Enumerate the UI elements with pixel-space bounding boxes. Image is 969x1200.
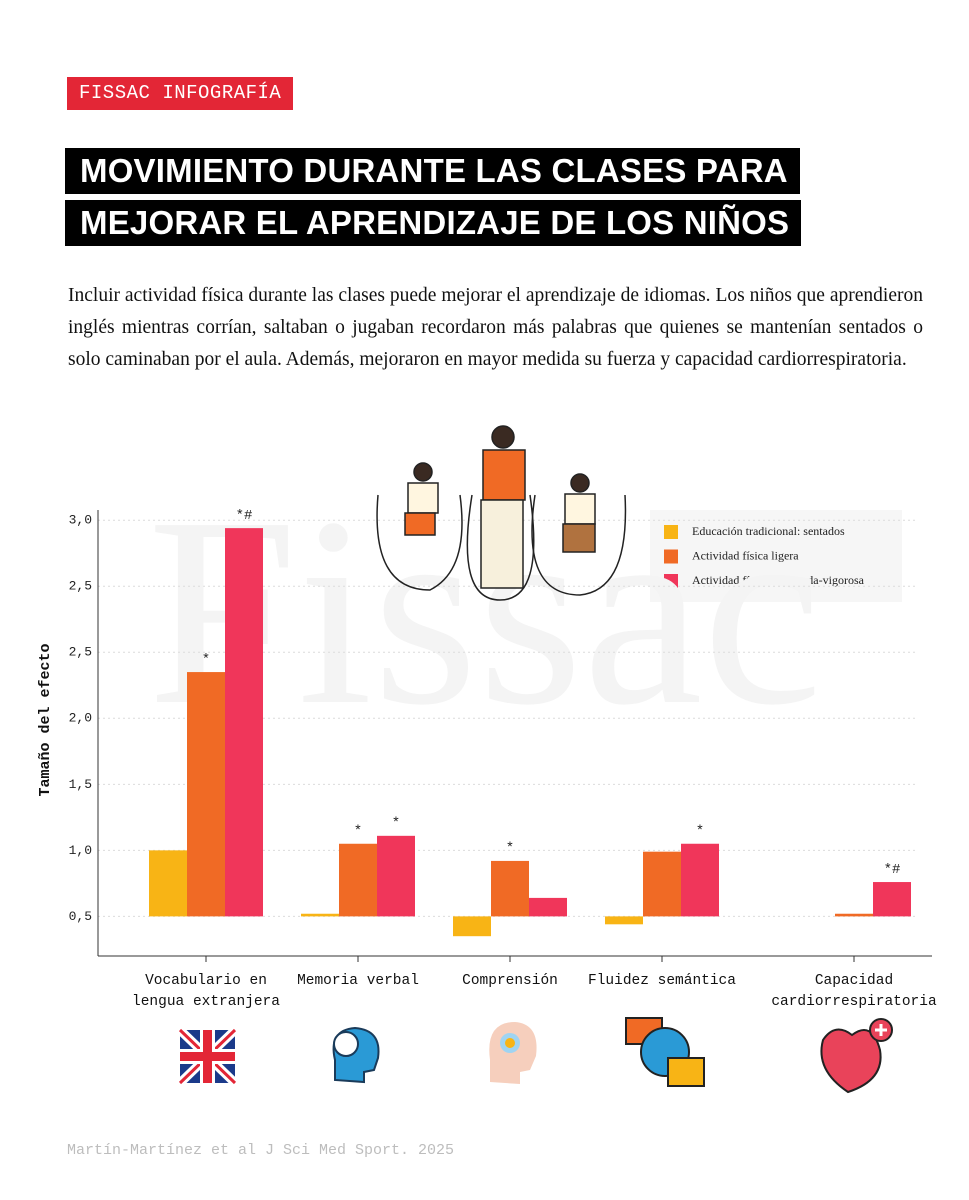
bar xyxy=(377,835,415,917)
y-tick-label: 2,5 xyxy=(69,579,92,594)
legend-label: Educación tradicional: sentados xyxy=(692,524,845,538)
y-tick-label: 2,0 xyxy=(69,711,92,726)
source: Martín-Martínez et al J Sci Med Sport. 2… xyxy=(67,1142,455,1159)
bar xyxy=(529,897,567,917)
x-tick-label: Comprensión xyxy=(462,973,558,989)
x-tick-label: Vocabulario en lengua extranjera xyxy=(132,973,280,1010)
bar xyxy=(187,672,225,917)
tag: FISSAC INFOGRAFÍA xyxy=(67,77,294,110)
bar-annotation: * xyxy=(354,823,362,839)
bar-annotation: * xyxy=(696,823,704,839)
bar xyxy=(643,851,681,917)
lead-text: Incluir actividad física durante las cla… xyxy=(68,285,923,370)
bar xyxy=(225,528,263,917)
legend-swatch xyxy=(664,525,678,539)
y-tick-label: 0,5 xyxy=(69,909,92,924)
legend-label: Actividad física ligera xyxy=(692,548,799,562)
x-tick-label: Memoria verbal xyxy=(297,973,419,989)
icons xyxy=(176,1017,893,1094)
y-tick-label: 1,5 xyxy=(69,777,92,792)
y-tick-label: 2,5 xyxy=(69,645,92,660)
y-tick-label: 3,0 xyxy=(69,513,92,528)
legend-swatch xyxy=(664,574,678,588)
bar xyxy=(835,913,873,917)
title-line: MOVIMIENTO DURANTE LAS CLASES PARA xyxy=(65,148,800,194)
bar xyxy=(149,850,187,917)
x-tick-label: Fluidez semántica xyxy=(588,973,736,989)
x-tick-label: Capacidad cardiorrespiratoria xyxy=(771,973,937,1010)
bar-annotation: * xyxy=(392,816,400,832)
illustration xyxy=(376,425,627,601)
bar xyxy=(339,843,377,917)
bar xyxy=(453,916,491,937)
title-line: MEJORAR EL APRENDIZAJE DE LOS NIÑOS xyxy=(65,200,802,246)
bar xyxy=(605,916,643,925)
legend-swatch xyxy=(664,549,678,564)
bar-annotation: * xyxy=(506,841,514,857)
y-tick-label: 1,0 xyxy=(69,843,92,858)
bar-annotation: * xyxy=(202,652,210,668)
bar xyxy=(681,843,719,917)
bar xyxy=(301,913,339,917)
bar xyxy=(491,860,529,917)
legend-label: Actividad física moderada-vigorosa xyxy=(692,573,865,587)
bar-annotation: *# xyxy=(884,862,901,878)
y-axis-label: Tamaño del efecto xyxy=(37,643,54,796)
bar-annotation: *# xyxy=(236,508,253,524)
bar xyxy=(873,882,911,917)
title: MOVIMIENTO DURANTE LAS CLASES PARA MEJOR… xyxy=(65,148,802,252)
